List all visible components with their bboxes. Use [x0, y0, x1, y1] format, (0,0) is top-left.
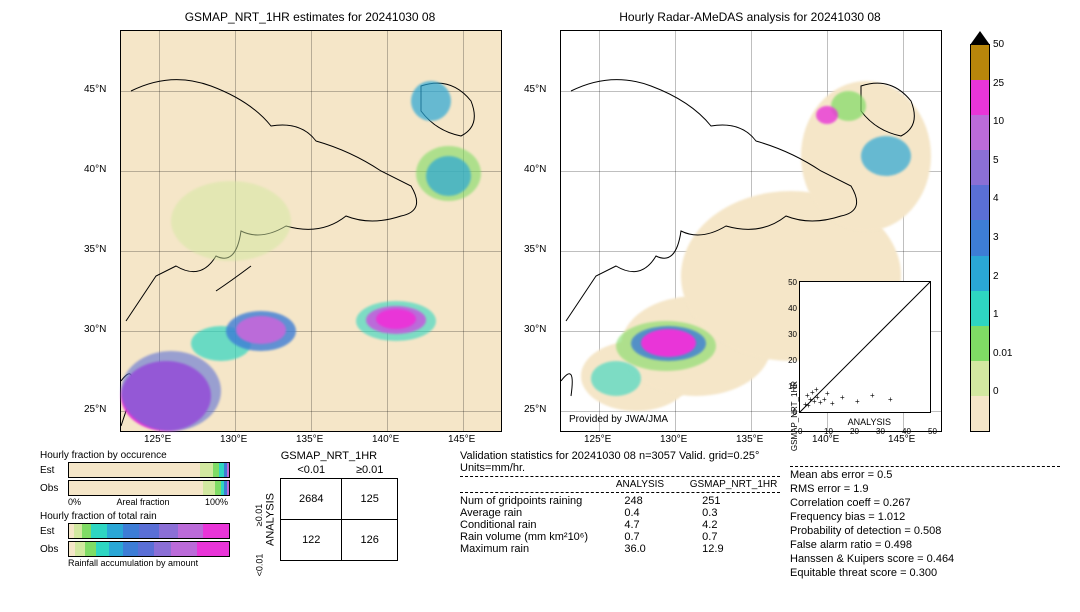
val-cell: 4.2: [702, 519, 780, 531]
axis-tick: 40°N: [84, 164, 106, 175]
occ-obs-bar: [68, 480, 230, 496]
areal-label: Areal fraction: [116, 497, 169, 507]
axis-tick: 45°N: [524, 84, 546, 95]
val-cell: Rain volume (mm km²10⁶): [460, 531, 624, 543]
areal-left: 0%: [68, 497, 81, 507]
val-stat: Probability of detection = 0.508: [790, 525, 1060, 537]
cont-01: 125: [342, 479, 397, 520]
val-cell: Maximum rain: [460, 543, 624, 555]
cont-header: GSMAP_NRT_1HR: [260, 450, 398, 462]
val-stat: Hanssen & Kuipers score = 0.464: [790, 553, 1060, 565]
axis-tick: 30°N: [84, 324, 106, 335]
axis-tick: 125°E: [584, 434, 611, 445]
val-stat: Equitable threat score = 0.300: [790, 567, 1060, 579]
cbar-tick: 5: [993, 155, 999, 166]
val-cell: 0.3: [702, 507, 780, 519]
left-map: [120, 30, 502, 432]
occ-est-bar: [68, 462, 230, 478]
val-h1: ANALYSIS: [616, 479, 690, 490]
rain-obs-bar: [68, 541, 230, 557]
val-cell: 0.7: [624, 531, 702, 543]
inset-xlabel: ANALYSIS: [848, 417, 891, 427]
val-cell: 0.7: [702, 531, 780, 543]
cont-10: 122: [281, 520, 342, 561]
axis-tick: 140°E: [372, 434, 399, 445]
val-title: Validation statistics for 20241030 08 n=…: [460, 450, 780, 474]
axis-tick: 145°E: [448, 434, 475, 445]
val-cell: Conditional rain: [460, 519, 624, 531]
occ-title: Hourly fraction by occurence: [40, 450, 230, 461]
val-cell: Num of gridpoints raining: [460, 495, 624, 507]
val-stat: Correlation coeff = 0.267: [790, 497, 1060, 509]
cbar-tick: 2: [993, 271, 999, 282]
val-cell: 0.4: [624, 507, 702, 519]
provider-note: Provided by JWA/JMA: [569, 414, 668, 425]
cont-11: 126: [342, 520, 397, 561]
cbar-tick: 1: [993, 309, 999, 320]
row-est2: Est: [40, 526, 64, 537]
axis-tick: 135°E: [296, 434, 323, 445]
axis-tick: 25°N: [524, 404, 546, 415]
axis-tick: 130°E: [660, 434, 687, 445]
right-map: Provided by JWA/JMA + + + + + + + + + + …: [560, 30, 942, 432]
scatter-inset: + + + + + + + + + + + + + + + +: [799, 281, 931, 413]
cont-col0: <0.01: [281, 462, 342, 479]
row-est: Est: [40, 465, 64, 476]
val-stat: Mean abs error = 0.5: [790, 469, 1060, 481]
accum-label: Rainfall accumulation by amount: [68, 558, 230, 568]
axis-tick: 40°N: [524, 164, 546, 175]
axis-tick: 125°E: [144, 434, 171, 445]
val-cell: 248: [624, 495, 702, 507]
colorbar-over-arrow: [970, 31, 990, 45]
val-stat: Frequency bias = 1.012: [790, 511, 1060, 523]
cbar-tick: 0: [993, 386, 999, 397]
contingency-table: <0.01≥0.01 ANALYSIS 2684 125 122 126: [260, 462, 398, 561]
validation-left: Validation statistics for 20241030 08 n=…: [460, 450, 780, 555]
axis-tick: 145°E: [888, 434, 915, 445]
axis-tick: 45°N: [84, 84, 106, 95]
axis-tick: 130°E: [220, 434, 247, 445]
row-obs: Obs: [40, 483, 64, 494]
cont-col1: ≥0.01: [342, 462, 397, 479]
rain-est-bar: [68, 523, 230, 539]
val-cell: 12.9: [702, 543, 780, 555]
val-cell: 36.0: [624, 543, 702, 555]
cont-00: 2684: [281, 479, 342, 520]
validation-right: Mean abs error = 0.5 RMS error = 1.9 Corre…: [790, 464, 1060, 581]
val-cell: Average rain: [460, 507, 624, 519]
val-stat: False alarm ratio = 0.498: [790, 539, 1060, 551]
cbar-tick: 50: [993, 39, 1004, 50]
axis-tick: 35°N: [524, 244, 546, 255]
axis-tick: 25°N: [84, 404, 106, 415]
right-map-title: Hourly Radar-AMeDAS analysis for 2024103…: [550, 10, 950, 24]
hourly-fraction-block: Hourly fraction by occurence Est Obs 0% A…: [40, 450, 230, 568]
val-cell: 251: [702, 495, 780, 507]
cbar-tick: 25: [993, 78, 1004, 89]
val-h2: GSMAP_NRT_1HR: [690, 479, 780, 490]
axis-tick: 35°N: [84, 244, 106, 255]
cbar-tick: 4: [993, 193, 999, 204]
val-stat: RMS error = 1.9: [790, 483, 1060, 495]
areal-right: 100%: [205, 497, 228, 507]
row-obs2: Obs: [40, 544, 64, 555]
rain-title: Hourly fraction of total rain: [40, 511, 230, 522]
val-cell: 4.7: [624, 519, 702, 531]
axis-tick: 135°E: [736, 434, 763, 445]
colorbar: 502510543210.010: [970, 44, 990, 432]
cbar-tick: 10: [993, 116, 1004, 127]
left-map-title: GSMAP_NRT_1HR estimates for 20241030 08: [110, 10, 510, 24]
cbar-tick: 3: [993, 232, 999, 243]
axis-tick: 30°N: [524, 324, 546, 335]
axis-tick: 140°E: [812, 434, 839, 445]
cbar-tick: 0.01: [993, 348, 1012, 359]
